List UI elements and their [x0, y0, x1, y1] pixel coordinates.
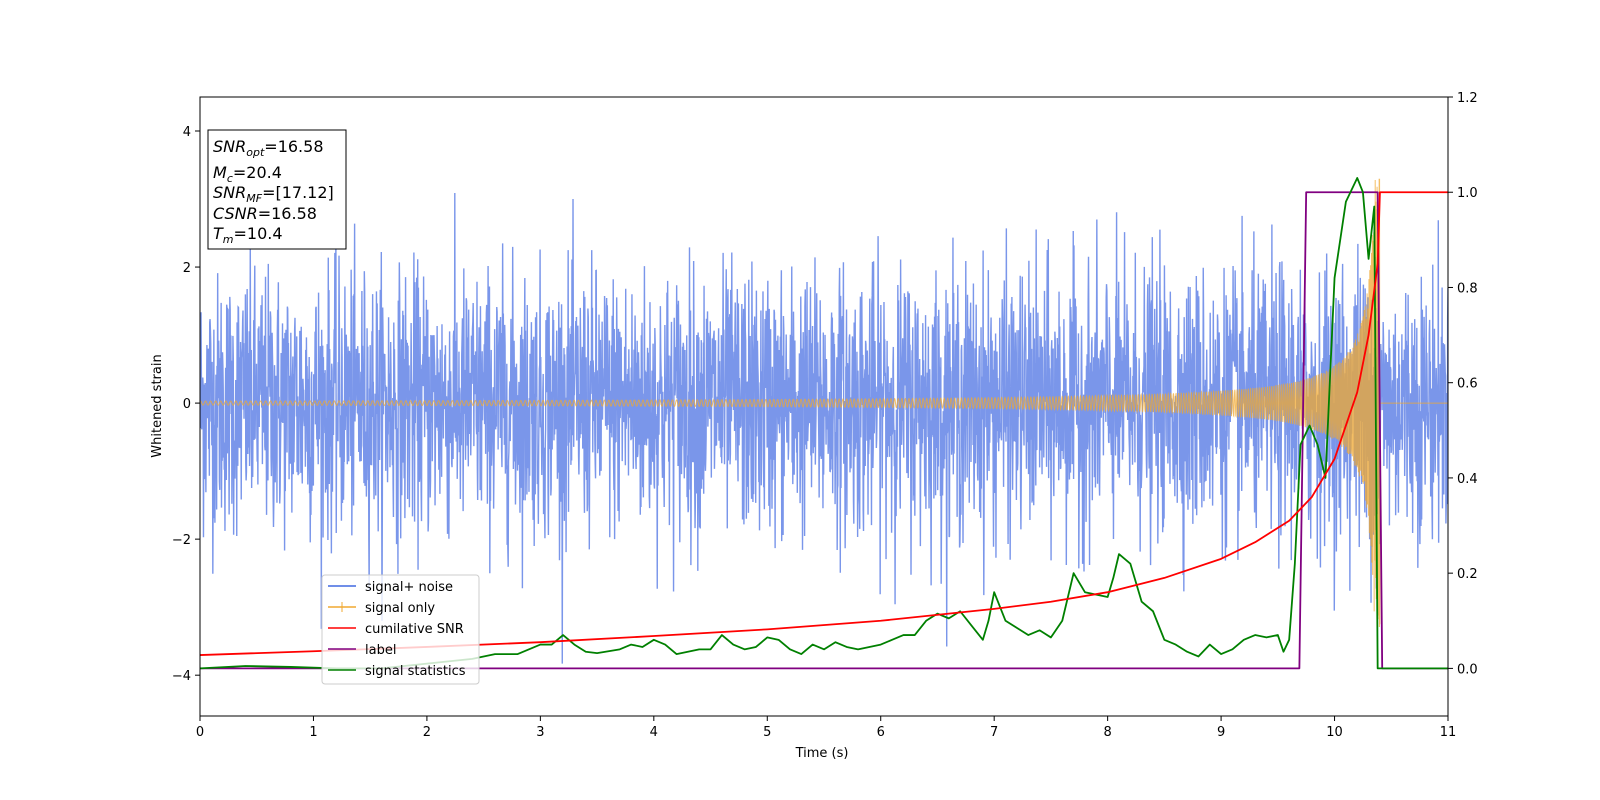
legend-label-cumulative-snr: cumilative SNR [365, 622, 464, 637]
plot-frame [199, 96, 1449, 717]
y2-tick-label: 0.6 [1457, 377, 1478, 392]
csnr-value: =16.58 [258, 204, 317, 223]
tm-line: Tm=10.4 [213, 224, 283, 246]
x-tick-label: 11 [1440, 725, 1457, 740]
y2-tick-label: 0.4 [1457, 472, 1478, 487]
x-tick-label: 7 [990, 725, 998, 740]
snr-mf-subscript: MF [246, 192, 262, 205]
x-tick-label: 3 [536, 725, 544, 740]
mc-value: =20.4 [233, 163, 282, 182]
x-tick-label: 10 [1326, 725, 1343, 740]
info-box-frame [207, 129, 347, 250]
x-tick-label: 8 [1103, 725, 1111, 740]
signal-only-series [200, 178, 1448, 628]
x-axis: 0 1 2 3 4 5 6 7 8 9 10 11 [196, 716, 1456, 740]
x-tick-label: 9 [1217, 725, 1225, 740]
x-tick-label: 6 [877, 725, 885, 740]
legend-label-signal-noise: signal+ noise [365, 580, 453, 595]
mc-symbol: M [213, 163, 227, 182]
mc-line: Mc=20.4 [213, 163, 282, 185]
y2-tick-label: 0.2 [1457, 567, 1478, 582]
y-axis-label: Whitened strain [150, 354, 165, 457]
y2-tick-label: 0.0 [1457, 662, 1478, 677]
y-tick-label: 0 [183, 397, 191, 412]
snr-opt-value: =16.58 [264, 137, 323, 156]
x-tick-label: 0 [196, 725, 204, 740]
x-tick-label: 2 [423, 725, 431, 740]
mc-subscript: c [227, 172, 233, 185]
x-tick-label: 4 [650, 725, 658, 740]
y-axis-left: −4 −2 0 2 4 [172, 125, 200, 684]
plot-area [200, 177, 1448, 670]
y2-tick-label: 1.0 [1457, 186, 1478, 201]
info-box: SNRopt=16.58 Mc=20.4 SNRMF=[17.12] CSNR=… [207, 129, 347, 250]
y2-tick-label: 0.8 [1457, 281, 1478, 296]
snr-mf-line: SNRMF=[17.12] [213, 183, 334, 205]
x-tick-label: 5 [763, 725, 771, 740]
signal-noise-series [200, 192, 1448, 664]
y2-tick-label: 1.2 [1457, 91, 1478, 106]
signal-statistics-line [200, 177, 1448, 670]
right-axis-series [200, 177, 1448, 670]
snr-opt-symbol: SNR [213, 137, 246, 156]
tm-subscript: m [223, 233, 234, 246]
cumulative-snr-line [200, 191, 1448, 656]
x-tick-label: 1 [309, 725, 317, 740]
csnr-line: CSNR=16.58 [213, 204, 317, 223]
csnr-symbol: CSNR [213, 204, 258, 223]
y-tick-label: −2 [172, 533, 191, 548]
snr-opt-subscript: opt [246, 146, 265, 159]
legend-frame [321, 574, 480, 685]
signal-noise-line [200, 192, 1448, 664]
legend-label-signal-only: signal only [365, 601, 435, 616]
y-tick-label: 2 [183, 261, 191, 276]
tm-value: =10.4 [234, 224, 283, 243]
legend: signal+ noise signal only cumilative SNR… [321, 574, 480, 685]
y-tick-label: 4 [183, 125, 191, 140]
legend-label-label: label [365, 643, 396, 658]
signal-only-line [200, 178, 1448, 628]
legend-label-signal-statistics: signal statistics [365, 664, 466, 679]
tm-symbol: T [213, 224, 224, 243]
x-axis-label: Time (s) [795, 746, 849, 761]
snr-mf-symbol: SNR [213, 183, 246, 202]
y-axis-right: 0.0 0.2 0.4 0.6 0.8 1.0 1.2 [1448, 91, 1478, 677]
snr-mf-value: =[17.12] [262, 183, 334, 202]
snr-opt-line: SNRopt=16.58 [213, 137, 324, 159]
y-tick-label: −4 [172, 669, 191, 684]
